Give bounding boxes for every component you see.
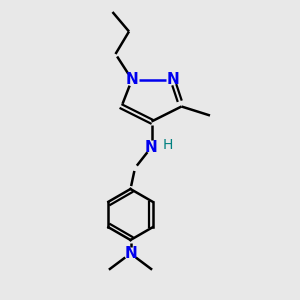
Text: N: N: [166, 72, 179, 87]
Text: H: H: [163, 138, 173, 152]
Text: N: N: [124, 246, 137, 261]
Text: N: N: [145, 140, 158, 154]
Text: N: N: [126, 72, 138, 87]
